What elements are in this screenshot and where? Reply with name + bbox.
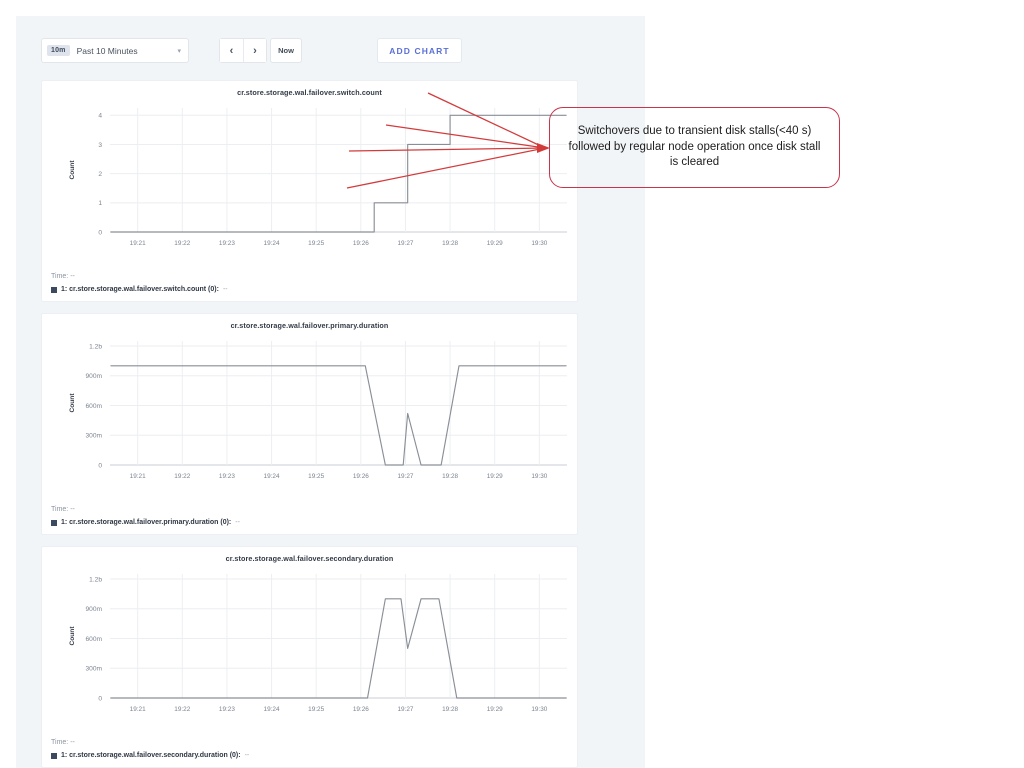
time-range-badge: 10m — [47, 45, 70, 56]
now-button[interactable]: Now — [270, 38, 302, 63]
svg-text:19:24: 19:24 — [264, 706, 280, 713]
chart-time-value: -- — [70, 273, 75, 280]
svg-text:19:24: 19:24 — [264, 473, 280, 480]
chart-time-value: -- — [70, 739, 75, 746]
legend-color-swatch — [51, 286, 57, 293]
svg-text:19:22: 19:22 — [174, 473, 190, 480]
svg-text:19:28: 19:28 — [442, 240, 458, 247]
svg-text:1.2b: 1.2b — [89, 343, 102, 350]
chart-time-label: Time: — [51, 506, 69, 513]
prev-range-button[interactable]: ‹ — [220, 39, 243, 62]
add-chart-button[interactable]: ADD CHART — [377, 38, 462, 63]
svg-text:600m: 600m — [86, 403, 103, 410]
chevron-down-icon: ▾ — [177, 47, 181, 55]
svg-text:19:23: 19:23 — [219, 706, 235, 713]
dashboard-toolbar: 10m Past 10 Minutes ▾ ‹ › Now ADD CHART — [29, 38, 633, 68]
svg-text:900m: 900m — [86, 606, 103, 613]
next-range-button[interactable]: › — [243, 39, 266, 62]
time-range-value: Past 10 Minutes — [76, 45, 138, 56]
svg-text:4: 4 — [98, 113, 102, 120]
chart-footer: Time: -- 1: cr.store.storage.wal.failove… — [51, 739, 571, 759]
chart-card: cr.store.storage.wal.failover.primary.du… — [41, 313, 578, 535]
annotation-text: Switchovers due to transient disk stalls… — [568, 125, 821, 169]
legend-series-value: -- — [235, 519, 240, 526]
chart-plot-area[interactable]: 0 1 2 3 4 19:21 19:22 19:23 19:24 19:25 19:26 19:27… — [42, 98, 579, 258]
svg-text:300m: 300m — [86, 433, 103, 440]
svg-text:19:27: 19:27 — [397, 240, 413, 247]
svg-text:19:22: 19:22 — [174, 706, 190, 713]
chart-legend-row[interactable]: 1: cr.store.storage.wal.failover.primary… — [51, 519, 571, 526]
chart-plot-area[interactable]: 0 300m 600m 900m 1.2b 19:21 19:22 19:23 19:24 19:… — [42, 331, 579, 491]
svg-text:2: 2 — [98, 171, 102, 178]
chart-footer: Time: -- 1: cr.store.storage.wal.failove… — [51, 506, 571, 526]
svg-text:1: 1 — [98, 200, 102, 207]
svg-text:Count: Count — [69, 393, 76, 413]
svg-text:19:25: 19:25 — [308, 473, 324, 480]
chart-title: cr.store.storage.wal.failover.switch.cou… — [237, 88, 382, 97]
svg-text:900m: 900m — [86, 373, 103, 380]
svg-text:1.2b: 1.2b — [89, 576, 102, 583]
svg-text:19:29: 19:29 — [487, 240, 503, 247]
legend-series-label: 1: cr.store.storage.wal.failover.switch.… — [61, 286, 219, 293]
svg-text:Count: Count — [69, 160, 76, 180]
svg-text:3: 3 — [98, 142, 102, 149]
legend-series-label: 1: cr.store.storage.wal.failover.primary… — [61, 519, 232, 526]
svg-text:19:26: 19:26 — [353, 473, 369, 480]
svg-text:19:22: 19:22 — [174, 240, 190, 247]
legend-series-value: -- — [244, 752, 250, 759]
chart-time-label: Time: — [51, 739, 69, 746]
chart-time-value: -- — [70, 506, 75, 513]
svg-text:19:24: 19:24 — [264, 240, 280, 247]
svg-text:19:25: 19:25 — [308, 240, 324, 247]
svg-text:19:30: 19:30 — [531, 706, 547, 713]
legend-series-value: -- — [222, 286, 228, 293]
svg-text:19:21: 19:21 — [130, 706, 146, 713]
svg-text:19:29: 19:29 — [487, 473, 503, 480]
svg-text:300m: 300m — [86, 666, 103, 673]
chart-time-readout: Time: -- — [51, 506, 571, 513]
chart-time-readout: Time: -- — [51, 739, 571, 746]
annotation-callout: Switchovers due to transient disk stalls… — [549, 107, 840, 188]
chart-plot-area[interactable]: 0 300m 600m 900m 1.2b 19:21 19:22 19:23 19:24 19:… — [42, 564, 579, 724]
chart-card: cr.store.storage.wal.failover.secondary.… — [41, 546, 578, 768]
svg-text:19:29: 19:29 — [487, 706, 503, 713]
svg-text:19:30: 19:30 — [531, 473, 547, 480]
time-range-select[interactable]: 10m Past 10 Minutes ▾ — [41, 38, 189, 63]
chart-title: cr.store.storage.wal.failover.secondary.… — [225, 554, 394, 563]
svg-text:19:26: 19:26 — [353, 240, 369, 247]
chart-card: cr.store.storage.wal.failover.switch.cou… — [41, 80, 578, 302]
svg-text:19:26: 19:26 — [353, 706, 369, 713]
chart-time-readout: Time: -- — [51, 273, 571, 280]
svg-text:0: 0 — [98, 229, 102, 236]
svg-text:19:25: 19:25 — [308, 706, 324, 713]
svg-text:19:21: 19:21 — [130, 473, 146, 480]
svg-text:19:23: 19:23 — [219, 473, 235, 480]
chart-footer: Time: -- 1: cr.store.storage.wal.failove… — [51, 273, 571, 293]
chart-time-label: Time: — [51, 273, 69, 280]
svg-text:Count: Count — [69, 626, 76, 646]
svg-text:0: 0 — [98, 695, 102, 702]
legend-series-label: 1: cr.store.storage.wal.failover.seconda… — [61, 752, 241, 759]
svg-text:600m: 600m — [86, 636, 103, 643]
legend-color-swatch — [51, 752, 57, 759]
svg-text:19:28: 19:28 — [442, 706, 458, 713]
svg-text:19:21: 19:21 — [130, 240, 146, 247]
svg-text:19:28: 19:28 — [442, 473, 458, 480]
svg-text:19:23: 19:23 — [219, 240, 235, 247]
svg-text:0: 0 — [98, 462, 102, 469]
svg-text:19:27: 19:27 — [397, 473, 413, 480]
time-nav-group: ‹ › — [219, 38, 267, 63]
svg-text:19:30: 19:30 — [531, 240, 547, 247]
legend-color-swatch — [51, 519, 57, 526]
chart-title: cr.store.storage.wal.failover.primary.du… — [230, 321, 389, 330]
svg-text:19:27: 19:27 — [397, 706, 413, 713]
chart-legend-row[interactable]: 1: cr.store.storage.wal.failover.seconda… — [51, 752, 571, 759]
chart-legend-row[interactable]: 1: cr.store.storage.wal.failover.switch.… — [51, 286, 571, 293]
